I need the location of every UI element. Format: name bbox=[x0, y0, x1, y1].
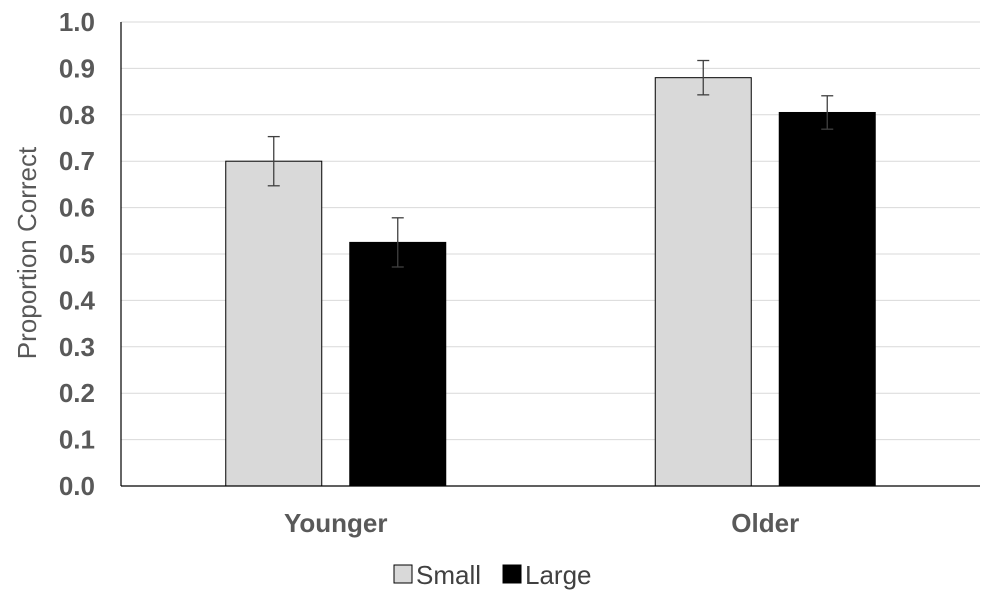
y-tick-labels: 0.0 0.1 0.2 0.3 0.4 0.5 0.6 0.7 0.8 0.9 1.0 bbox=[59, 7, 96, 501]
bar-small-younger bbox=[225, 160, 323, 487]
y-tick-label-8: 0.8 bbox=[59, 100, 95, 130]
bar-large-younger bbox=[349, 241, 447, 487]
y-tick-label-6: 0.6 bbox=[59, 193, 95, 223]
y-axis-title: Proportion Correct bbox=[12, 146, 42, 359]
y-tick-label-2: 0.2 bbox=[59, 378, 95, 408]
y-tick-label-5: 0.5 bbox=[59, 239, 95, 269]
y-tick-label-9: 0.9 bbox=[59, 53, 95, 83]
y-tick-label-3: 0.3 bbox=[59, 332, 95, 362]
y-tick-label-10: 1.0 bbox=[59, 7, 95, 37]
error-bar-large-older bbox=[821, 95, 834, 130]
error-bar-small-older bbox=[697, 59, 710, 96]
legend-swatch-large bbox=[502, 564, 522, 584]
bar-large-older bbox=[778, 111, 876, 487]
error-bars bbox=[267, 59, 834, 268]
legend-swatch-small bbox=[393, 564, 413, 584]
error-bar-large-younger bbox=[391, 217, 404, 268]
legend-label-small: Small bbox=[416, 560, 481, 590]
y-tick-label-1: 0.1 bbox=[59, 425, 95, 455]
bar-small-older bbox=[654, 77, 752, 487]
y-tick-label-4: 0.4 bbox=[59, 285, 96, 315]
axes bbox=[120, 22, 980, 487]
legend-item-small: Small bbox=[393, 560, 481, 590]
legend-label-large: Large bbox=[525, 560, 592, 590]
x-category-label-younger: Younger bbox=[284, 508, 388, 538]
bars bbox=[225, 77, 876, 487]
x-category-label-older: Older bbox=[731, 508, 799, 538]
y-tick-label-7: 0.7 bbox=[59, 146, 95, 176]
x-category-labels: Younger Older bbox=[284, 508, 799, 538]
legend: Small Large bbox=[393, 560, 592, 590]
y-tick-label-0: 0.0 bbox=[59, 471, 95, 501]
error-bar-small-younger bbox=[267, 135, 280, 187]
legend-item-large: Large bbox=[502, 560, 592, 590]
